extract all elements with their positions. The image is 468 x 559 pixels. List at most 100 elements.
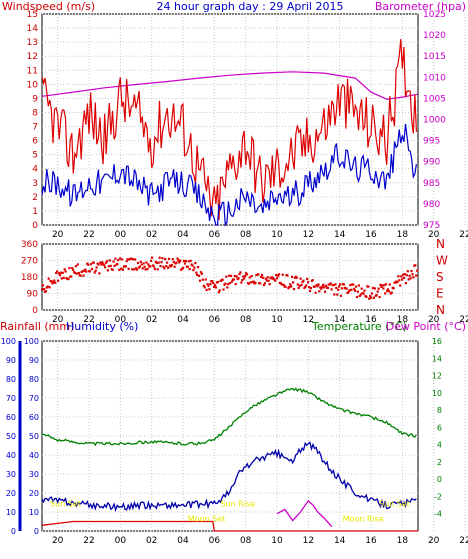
wind-direction-point bbox=[398, 279, 401, 282]
wind-direction-point bbox=[57, 279, 60, 282]
wind-direction-point bbox=[291, 275, 294, 278]
wind-direction-point bbox=[153, 267, 156, 271]
panel3-humidity-tick-label: 50 bbox=[29, 432, 39, 441]
wind-direction-point bbox=[397, 275, 400, 278]
wind-direction-point bbox=[363, 289, 366, 292]
wind-direction-point bbox=[404, 282, 407, 285]
wind-direction-point bbox=[406, 270, 409, 273]
wind-direction-point bbox=[167, 257, 171, 260]
wind-direction-point bbox=[228, 274, 231, 277]
wind-direction-point bbox=[138, 265, 141, 268]
wind-direction-point bbox=[72, 268, 75, 271]
wind-direction-point bbox=[207, 284, 210, 287]
wind-direction-point bbox=[150, 259, 153, 262]
wind-direction-point bbox=[297, 286, 300, 290]
wind-direction-point bbox=[247, 282, 250, 285]
wind-direction-point bbox=[382, 287, 385, 290]
wind-direction-point bbox=[156, 268, 159, 271]
wind-direction-point bbox=[135, 267, 138, 270]
wind-direction-point bbox=[399, 284, 402, 287]
wind-direction-point bbox=[239, 271, 242, 274]
wind-direction-point bbox=[177, 259, 180, 262]
wind-direction-point bbox=[358, 294, 361, 297]
series-rainfall-line bbox=[41, 520, 418, 532]
wind-direction-point bbox=[135, 268, 139, 271]
wind-direction-point bbox=[155, 261, 158, 265]
panel3-x-tick-label: 18 bbox=[397, 536, 409, 546]
wind-direction-point bbox=[165, 265, 168, 268]
wind-direction-point bbox=[101, 261, 104, 264]
wind-direction-point bbox=[222, 288, 225, 291]
wind-direction-point bbox=[104, 261, 108, 264]
panel1-x-tick-label: 06 bbox=[209, 230, 221, 240]
wind-direction-point bbox=[339, 294, 343, 297]
wind-direction-point bbox=[333, 293, 336, 296]
panel2-x-tick-label: 10 bbox=[271, 315, 283, 325]
wind-direction-point bbox=[94, 269, 97, 272]
wind-direction-point bbox=[108, 259, 111, 262]
panel2-y-tick-label: 270 bbox=[21, 257, 38, 267]
panel3-humidity-tick-label: 40 bbox=[29, 451, 39, 460]
wind-direction-point bbox=[46, 285, 49, 288]
panel3-y-right-tick-label: 8 bbox=[437, 406, 442, 415]
wind-direction-point bbox=[371, 286, 375, 290]
wind-direction-point bbox=[316, 285, 319, 288]
annotation-label: Sun Set bbox=[50, 499, 81, 508]
wind-direction-point bbox=[349, 284, 352, 287]
wind-direction-point bbox=[130, 257, 133, 260]
panel1-x-tick-label: 08 bbox=[240, 230, 252, 240]
wind-direction-point bbox=[201, 278, 204, 281]
wind-direction-point bbox=[109, 264, 112, 267]
panel3-x-tick-label: 04 bbox=[177, 536, 189, 546]
annotation-label: Moon Set bbox=[188, 515, 225, 524]
panel2-x-tick-label: 22 bbox=[459, 315, 468, 325]
wind-direction-point bbox=[276, 277, 279, 280]
panel3-rain-tick-label: 10 bbox=[6, 508, 16, 517]
wind-direction-point bbox=[104, 266, 107, 269]
wind-direction-point bbox=[314, 291, 317, 294]
panel2-x-tick-label: 18 bbox=[397, 315, 409, 325]
wind-direction-point bbox=[381, 284, 384, 287]
wind-direction-point bbox=[402, 276, 406, 279]
wind-direction-point bbox=[233, 274, 236, 278]
panel3-rain-tick-label: 60 bbox=[6, 413, 16, 422]
wind-direction-point bbox=[411, 273, 414, 276]
wind-direction-point bbox=[370, 292, 374, 295]
panel2-x-tick-label: 02 bbox=[146, 315, 157, 325]
panel3-humidity-tick-label: 80 bbox=[29, 375, 39, 384]
panel1-y-right-tick-label: 975 bbox=[423, 221, 440, 231]
series-barometer-line bbox=[41, 71, 419, 100]
panel3-y-right-tick-label: 10 bbox=[432, 389, 442, 398]
panel3-x-tick-label: 22 bbox=[459, 536, 468, 546]
panel3-humidity-tick-label: 30 bbox=[29, 470, 39, 479]
wind-direction-point bbox=[173, 265, 176, 268]
wind-direction-point bbox=[82, 274, 85, 277]
wind-direction-point bbox=[304, 285, 307, 288]
wind-direction-point bbox=[194, 262, 197, 265]
wind-direction-point bbox=[192, 269, 195, 272]
wind-direction-point bbox=[105, 260, 109, 263]
wind-direction-point bbox=[244, 274, 247, 277]
wind-direction-point bbox=[388, 283, 391, 286]
panel1-y-right-tick-label: 995 bbox=[423, 137, 440, 147]
panel1-frame bbox=[41, 13, 419, 226]
panel2-x-tick-label: 04 bbox=[177, 315, 189, 325]
wind-direction-point bbox=[106, 269, 109, 272]
wind-direction-point bbox=[139, 260, 142, 263]
wind-direction-point bbox=[288, 285, 291, 289]
wind-direction-point bbox=[271, 276, 274, 279]
wind-direction-point bbox=[372, 296, 375, 299]
wind-direction-point bbox=[162, 265, 165, 268]
wind-direction-point bbox=[245, 273, 249, 276]
wind-direction-point bbox=[379, 283, 382, 286]
wind-direction-point bbox=[79, 274, 82, 277]
wind-direction-point bbox=[336, 293, 339, 296]
wind-direction-point bbox=[356, 290, 359, 293]
panel2-x-tick-label: 00 bbox=[115, 315, 127, 325]
wind-direction-point bbox=[41, 284, 45, 287]
wind-direction-point bbox=[206, 283, 209, 286]
wind-direction-point bbox=[126, 258, 129, 261]
panel3-x-tick-label: 10 bbox=[271, 536, 283, 546]
wind-direction-point bbox=[339, 283, 342, 286]
panel1-y-right-tick-label: 1010 bbox=[423, 73, 446, 83]
